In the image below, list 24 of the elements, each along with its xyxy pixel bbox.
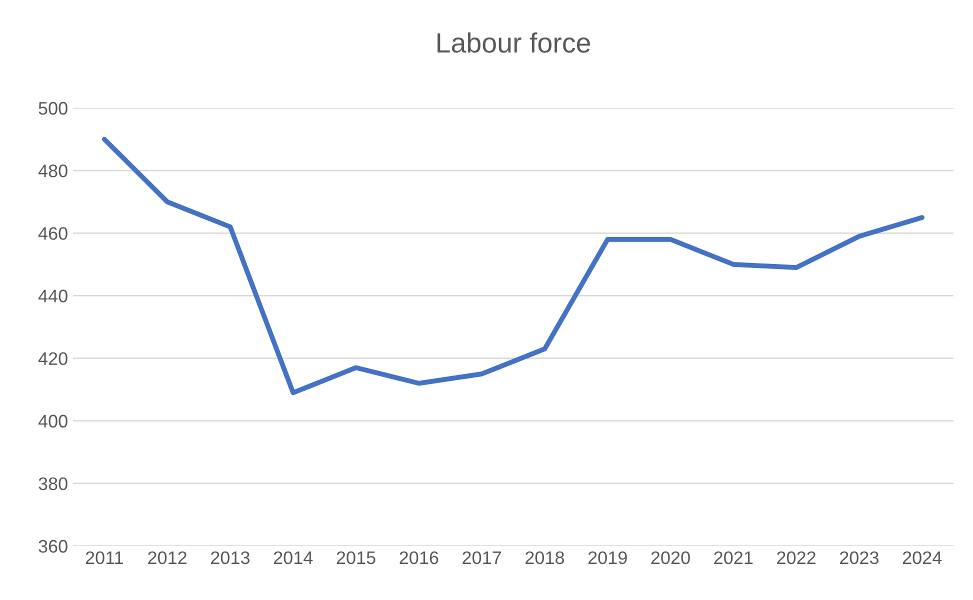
- x-tick-label: 2020: [651, 551, 690, 564]
- y-tick-label: 500: [38, 102, 68, 115]
- y-tick-label: 400: [38, 414, 68, 428]
- x-tick-label: 2019: [588, 551, 627, 564]
- y-tick-label: 420: [38, 352, 68, 366]
- x-tick-label: 2024: [902, 551, 942, 564]
- x-tick-label: 2017: [462, 551, 501, 564]
- x-tick-label: 2013: [211, 551, 250, 564]
- x-tick-label: 2015: [336, 551, 376, 564]
- x-tick-label: 2012: [148, 551, 186, 564]
- y-tick-label: 440: [38, 290, 68, 302]
- y-tick-label: 380: [38, 477, 68, 490]
- y-tick-label: 460: [38, 227, 68, 240]
- x-tick-label: 2021: [714, 551, 753, 564]
- x-tick-label: 2022: [777, 551, 816, 564]
- chart-title: Labour force: [438, 32, 590, 53]
- y-tick-label: 480: [38, 164, 68, 178]
- y-tick-label: 360: [38, 540, 68, 553]
- x-tick-label: 2011: [86, 551, 123, 564]
- x-tick-label: 2023: [840, 551, 878, 564]
- x-tick-label: 2014: [274, 551, 313, 564]
- line-series: [102, 136, 925, 396]
- x-tick-label: 2016: [400, 551, 438, 564]
- x-tick-label: 2018: [526, 551, 564, 564]
